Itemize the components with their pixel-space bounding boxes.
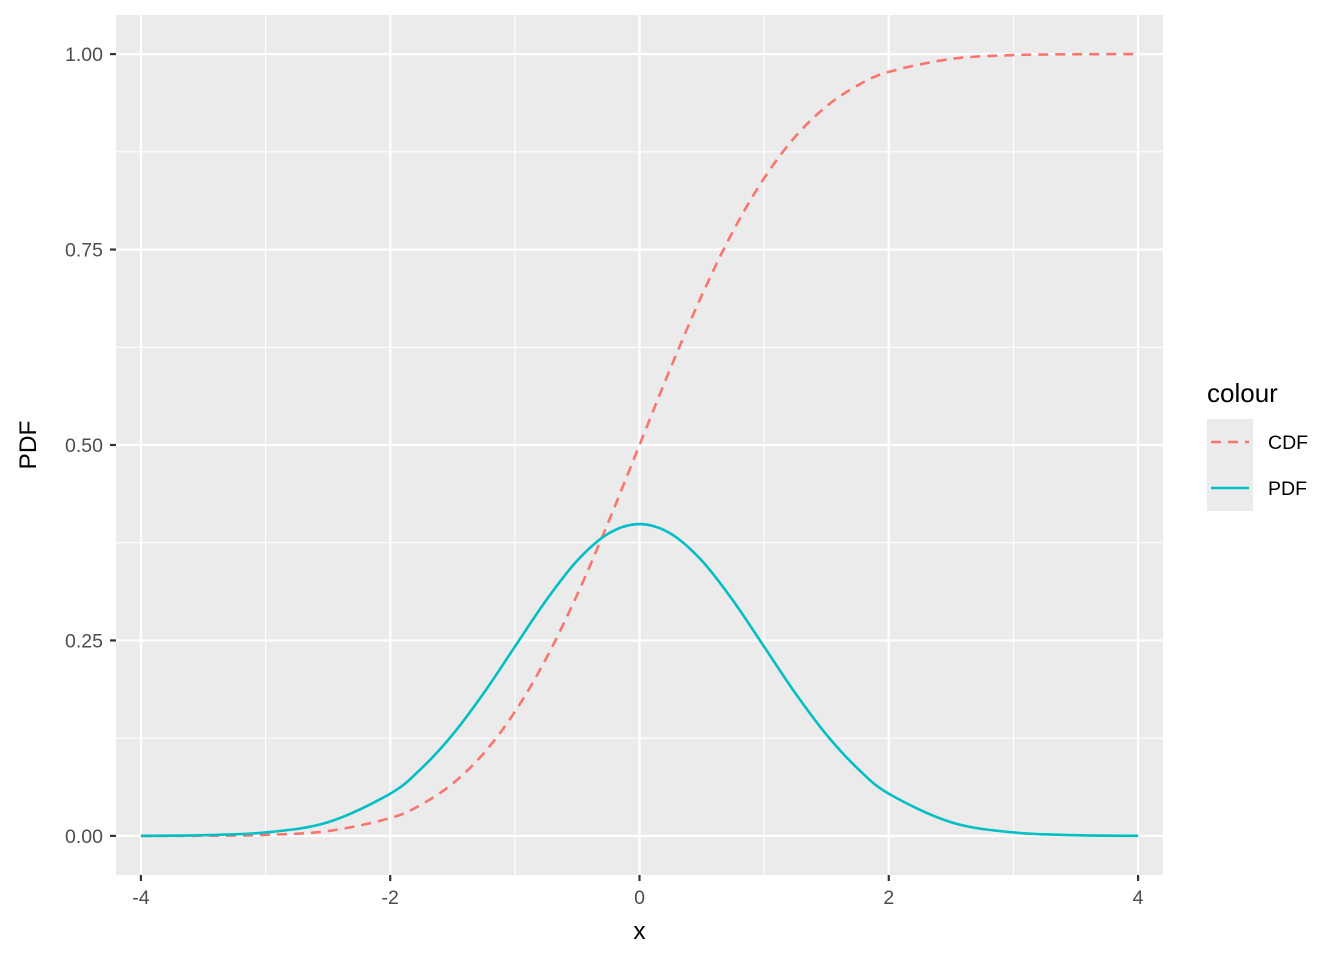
legend: colour CDF PDF [1207, 378, 1308, 511]
y-tick-label: 0.00 [65, 826, 103, 848]
y-axis-title: PDF [15, 421, 42, 470]
y-tick-label: 1.00 [65, 44, 103, 66]
series-line-pdf [140, 522, 1139, 838]
legend-title: colour [1207, 378, 1278, 408]
grid-lines [116, 15, 1163, 875]
x-tick-label: 0 [634, 887, 645, 909]
x-axis-title: x [633, 918, 645, 945]
x-tick-label: 2 [883, 887, 894, 909]
x-tick-label: 4 [1133, 887, 1144, 909]
legend-label-pdf: PDF [1268, 478, 1307, 500]
series-lines [140, 52, 1139, 838]
x-tick-label: -4 [132, 887, 149, 909]
axes: -4 -2 0 2 4 0.00 0.25 0.50 0.75 1.00 [65, 44, 1144, 909]
series-line-cdf [140, 52, 1139, 838]
y-tick-label: 0.50 [65, 435, 103, 457]
x-tick-label: -2 [382, 887, 399, 909]
y-tick-label: 0.75 [65, 240, 103, 262]
legend-label-cdf: CDF [1268, 432, 1308, 454]
y-tick-label: 0.25 [65, 630, 103, 652]
